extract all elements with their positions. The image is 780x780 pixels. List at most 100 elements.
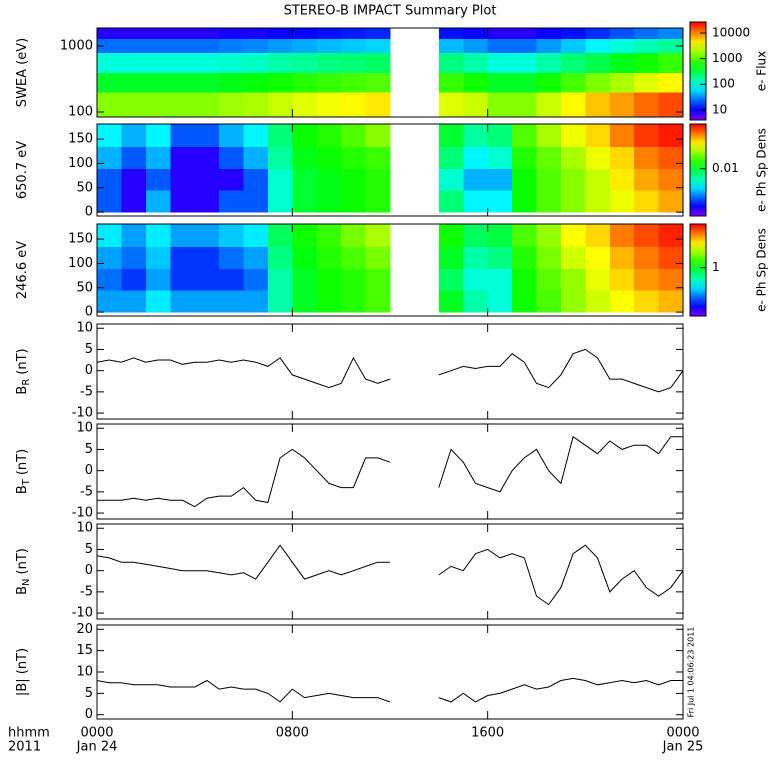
heatmap-cell [463,92,489,118]
panel-frame [96,27,684,118]
year-label: 2011 [8,740,41,755]
heatmap-cell [487,268,513,291]
heatmap-cell [292,224,318,247]
y-tick-label: 5 [85,686,93,701]
heatmap-cell [512,146,537,169]
heatmap-cell [438,168,464,191]
heatmap-cell [219,290,244,313]
y-tick-label: 0 [85,463,93,478]
heatmap-cell [634,38,660,53]
y-label-text: SWEA (eV) [15,38,30,107]
y-tick-label: 5 [85,342,93,357]
heatmap-cell [487,224,513,247]
heatmap-cell [341,72,367,93]
heatmap-cell [634,52,660,73]
colorbar-label: e- Ph Sp Dens [755,228,769,312]
heatmap-cell [292,28,318,39]
heatmap-cell [438,290,464,313]
heatmap-cell [585,92,611,118]
heatmap-cell [658,224,684,247]
heatmap-cell [170,72,196,93]
heatmap-cell [170,290,196,313]
heatmap-cell [560,190,586,213]
heatmap-cell [463,246,489,269]
colorbar [689,123,707,217]
heatmap-cell [194,52,220,73]
heatmap-cell [219,146,244,169]
heatmap-cell [512,190,537,213]
heatmap-cell [97,224,122,247]
heatmap-cell [609,28,635,39]
heatmap-cell [170,38,196,53]
heatmap-cell [145,146,171,169]
y-label-subscript: R [21,379,32,386]
heatmap-cell [463,52,489,73]
heatmap-cell [438,246,464,269]
heatmap-cell [97,28,122,39]
heatmap-cell [487,190,513,213]
heatmap-cell [560,246,586,269]
y-tick-label: 10 [76,521,93,536]
y-axis-label: BN (nT) [15,548,33,595]
heatmap-cell [658,246,684,269]
y-label-unit: (nT) [15,449,30,475]
heatmap-cell [267,290,293,313]
heatmap-cell [463,146,489,169]
heatmap-cell [243,246,269,269]
heatmap-cell [463,28,489,39]
heatmap-cell [487,72,513,93]
heatmap-cell [292,38,318,53]
heatmap-cell [292,52,318,73]
heatmap-cell [170,124,196,147]
heatmap-cell [536,190,562,213]
heatmap-cell [463,38,489,53]
heatmap-cell [512,290,537,313]
heatmap-cell [292,168,318,191]
heatmap-cell [536,38,562,53]
heatmap-cell [145,190,171,213]
heatmap-cell [316,268,342,291]
heatmap-cell [97,146,122,169]
heatmap-cell [194,246,220,269]
heatmap-cell [658,52,684,73]
heatmap-cell [243,290,269,313]
heatmap-cell [341,92,367,118]
heatmap-cell [341,190,367,213]
heatmap-cell [365,190,391,213]
heatmap-cell [121,290,147,313]
heatmap-cell [634,92,660,118]
heatmap-cell [609,268,635,291]
heatmap-cell [341,28,367,39]
heatmap-cell [292,146,318,169]
heatmap-cell [634,72,660,93]
heatmap-cell [219,72,244,93]
heatmap-cell [170,146,196,169]
heatmap-cell [365,268,391,291]
heatmap-cell [658,190,684,213]
heatmap-cell [365,246,391,269]
heatmap-cell [316,224,342,247]
heatmap-cell [292,92,318,118]
heatmap-cell [438,224,464,247]
heatmap-cell [341,224,367,247]
heatmap-cell [243,268,269,291]
x-date-label: Jan 25 [662,740,704,755]
heatmap-cell [585,224,611,247]
heatmap-cell [585,28,611,39]
y-label-text: B [15,586,30,595]
heatmap-cell [267,224,293,247]
heatmap-cell [97,92,122,118]
heatmap-cell [536,92,562,118]
y-tick-label: -10 [72,406,93,421]
heatmap-cell [438,124,464,147]
heatmap-cell [463,224,489,247]
heatmap-cell [170,92,196,118]
heatmap-cell [365,146,391,169]
heatmap-cell [267,246,293,269]
heatmap-cell [487,290,513,313]
heatmap-cell [487,124,513,147]
heatmap-cell [512,52,537,73]
y-axis-label: 650.7 eV [15,141,30,199]
heatmap-cell [267,38,293,53]
heatmap-cell [512,72,537,93]
